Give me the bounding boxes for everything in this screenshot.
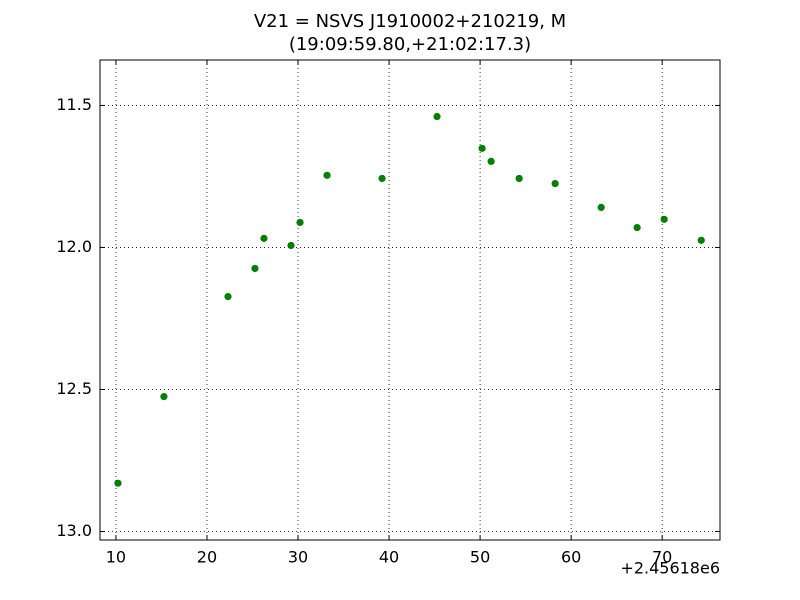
x-tick-label: 30 xyxy=(288,548,308,567)
point xyxy=(224,292,232,301)
chart-title: V21 = NSVS J1910002+210219, M xyxy=(254,11,566,32)
x-tick-label: 60 xyxy=(561,548,581,567)
plot-frame xyxy=(99,59,721,541)
point xyxy=(160,392,168,401)
point xyxy=(114,479,122,487)
point xyxy=(378,174,386,183)
point xyxy=(697,236,705,244)
point xyxy=(478,144,486,152)
point xyxy=(597,203,605,212)
point xyxy=(433,112,441,121)
point xyxy=(287,241,295,250)
chart-subtitle: (19:09:59.80,+21:02:17.3) xyxy=(289,34,531,55)
x-offset-label: +2.45618e6 xyxy=(620,559,720,578)
y-tick-label: 12.0 xyxy=(56,237,92,256)
point xyxy=(260,234,268,242)
y-tick-label: 13.0 xyxy=(56,521,92,540)
x-tick-label: 20 xyxy=(197,548,217,567)
x-tick-label: 50 xyxy=(470,548,490,567)
point xyxy=(551,179,559,188)
x-tick-label: 10 xyxy=(106,548,126,567)
y-tick-label: 12.5 xyxy=(56,379,92,398)
y-tick-label: 11.5 xyxy=(56,95,92,114)
point xyxy=(633,223,641,232)
point xyxy=(296,218,304,227)
point xyxy=(660,215,668,223)
point xyxy=(515,174,523,183)
point xyxy=(323,171,331,179)
x-tick-label: 70 xyxy=(652,548,672,567)
x-tick-label: 40 xyxy=(379,548,399,567)
point xyxy=(487,157,495,165)
point xyxy=(251,264,259,273)
